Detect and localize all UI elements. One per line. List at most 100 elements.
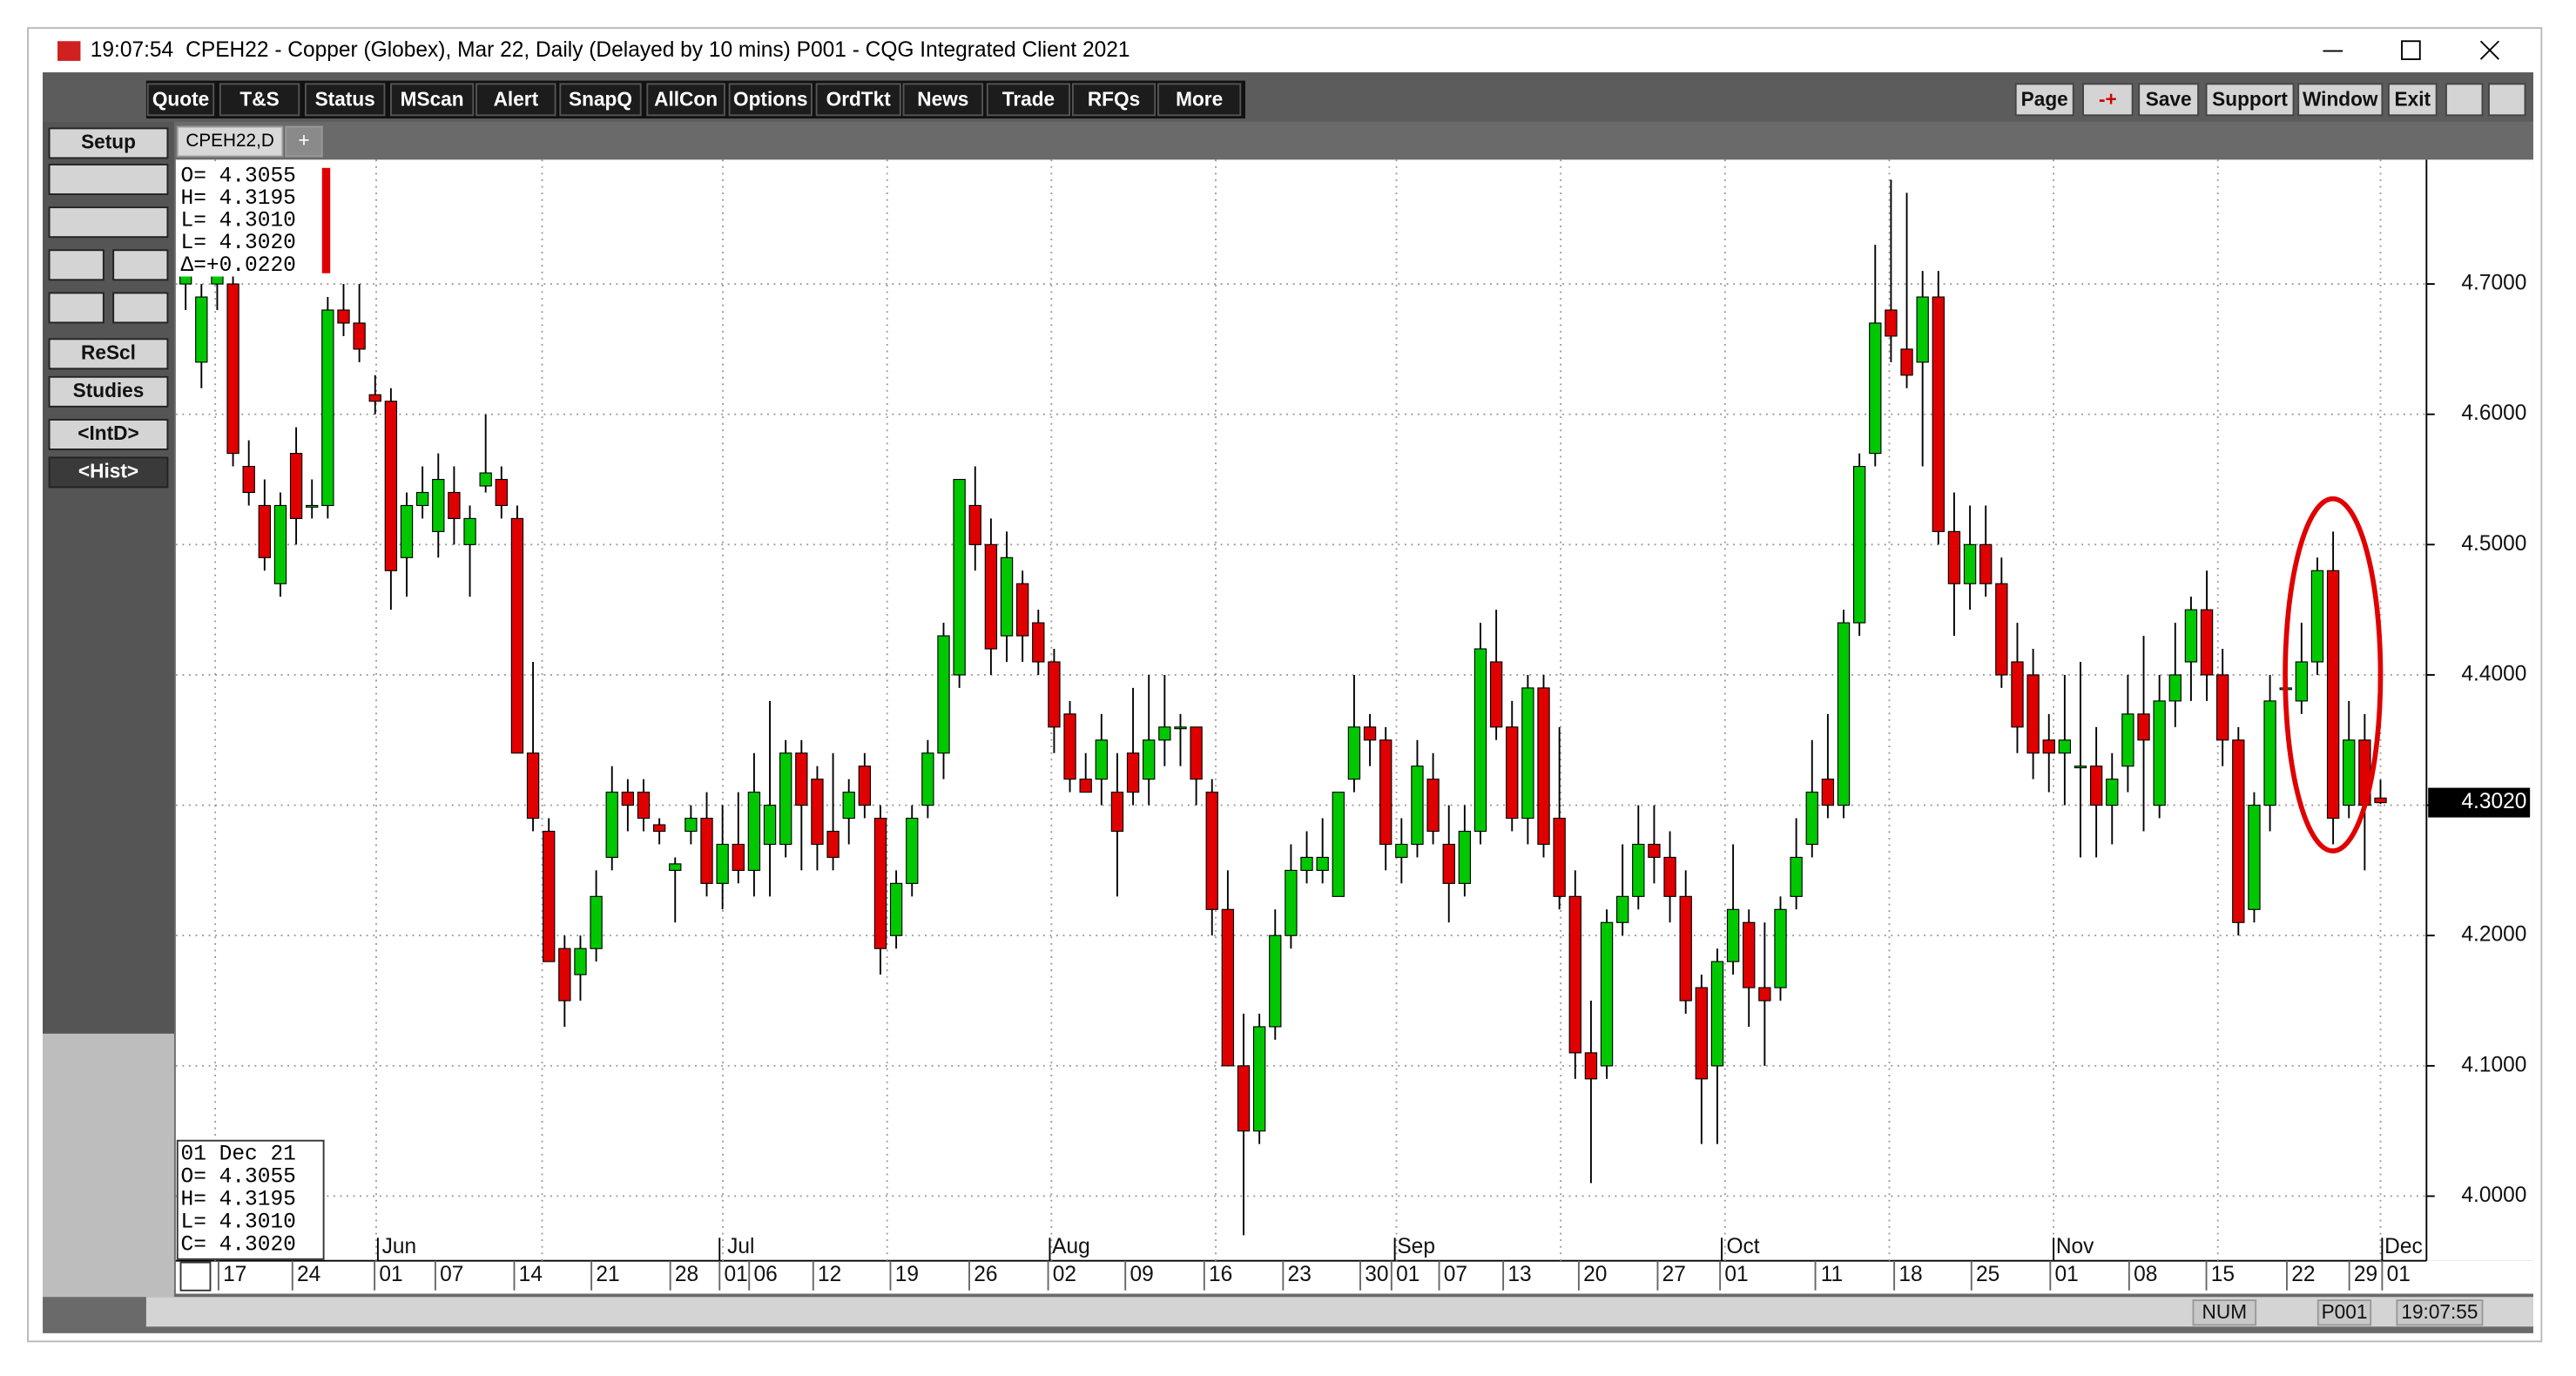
candle-body	[526, 752, 540, 820]
toolbar-button[interactable]	[1071, 83, 1157, 117]
candle-body	[543, 830, 556, 962]
side-button[interactable]	[48, 127, 169, 159]
x-tick-label: 14	[519, 1263, 543, 1286]
toolbar-button[interactable]	[475, 83, 556, 117]
info-bottom-text: H= 4.3195	[181, 1188, 296, 1211]
x-tick-label: 07	[440, 1263, 463, 1286]
candle-body	[368, 394, 381, 402]
tab-add[interactable]	[285, 125, 323, 158]
status-cell	[2192, 1299, 2257, 1326]
status-text: 19:07:55	[2401, 1300, 2478, 1323]
toolbar-button-label: MScan	[401, 87, 464, 110]
toolbar-button-label: SnapQ	[569, 87, 632, 110]
toolbar-button[interactable]	[1157, 83, 1242, 117]
candle-body	[779, 752, 792, 846]
info-top-text: L= 4.3010	[181, 210, 296, 233]
candle-body	[1695, 987, 1709, 1080]
candle-body	[1805, 792, 1818, 846]
candle-body	[1774, 908, 1787, 988]
toolbar-button[interactable]	[219, 83, 300, 117]
candle-body	[1600, 921, 1614, 1067]
toolbar-button[interactable]	[2387, 83, 2438, 117]
toolbar-button[interactable]	[728, 83, 813, 117]
toolbar-button[interactable]	[2014, 83, 2074, 117]
toolbar-button[interactable]	[559, 83, 642, 117]
side-button[interactable]	[48, 375, 169, 408]
candle-body	[826, 830, 840, 859]
toolbar-button[interactable]	[390, 83, 475, 117]
candle-body	[873, 817, 887, 949]
toolbar-button[interactable]	[2138, 83, 2200, 117]
toolbar-button-label: Alert	[494, 87, 539, 110]
maximize-button[interactable]	[2401, 40, 2421, 60]
toolbar-button[interactable]	[902, 83, 984, 117]
x-tick-label: 01	[1396, 1263, 1419, 1286]
candle-body	[479, 472, 492, 487]
candle-body	[1852, 465, 1866, 624]
toolbar-button-label: Options	[733, 87, 807, 110]
side-icon-button[interactable]	[48, 164, 169, 195]
x-tick-label: 23	[1288, 1263, 1312, 1286]
window-icon-button[interactable]	[2445, 83, 2484, 117]
x-tick-label: 12	[818, 1263, 841, 1286]
last-price-label: 4.3020	[2461, 790, 2526, 813]
date-axis	[175, 1260, 2533, 1294]
candle-body	[1379, 739, 1393, 846]
candle-body	[1790, 856, 1803, 897]
side-icon-button[interactable]	[112, 249, 169, 281]
candle-body	[574, 948, 587, 975]
x-tick-label: 01	[379, 1263, 402, 1286]
candle-body	[2216, 674, 2229, 741]
side-icon-button[interactable]	[48, 249, 105, 281]
tab[interactable]	[176, 125, 284, 158]
side-button[interactable]	[48, 338, 169, 370]
toolbar-button[interactable]	[646, 83, 725, 117]
toolbar-button[interactable]	[146, 83, 215, 117]
candle-body	[1963, 543, 1977, 584]
y-tick-label: 4.2000	[2461, 923, 2526, 947]
candle-body	[2232, 739, 2245, 923]
candle-body	[1710, 961, 1724, 1067]
side-button-label: Studies	[73, 379, 145, 401]
window-icon-button[interactable]	[2488, 83, 2526, 117]
side-button[interactable]	[48, 456, 169, 489]
toolbar-button[interactable]	[304, 83, 386, 117]
info-top-box	[177, 161, 333, 277]
candle-body	[1347, 726, 1361, 780]
x-tick-label: 28	[675, 1263, 698, 1286]
candle-body	[1821, 779, 1835, 806]
toolbar-button[interactable]	[2205, 83, 2295, 117]
candle-body	[1726, 908, 1740, 962]
x-tick-label: 22	[2291, 1263, 2315, 1286]
candle-body	[842, 792, 855, 820]
candle-body	[1015, 583, 1029, 637]
candle-body	[1095, 739, 1108, 780]
x-tick-label: 17	[223, 1263, 246, 1286]
side-icon-button[interactable]	[48, 292, 105, 324]
side-button[interactable]	[48, 418, 169, 450]
toolbar-button[interactable]	[2297, 83, 2384, 117]
candle-body	[669, 863, 682, 871]
plot-area	[175, 159, 2427, 1261]
candle-body	[1473, 648, 1487, 833]
side-icon-button[interactable]	[48, 206, 169, 239]
candle-body	[2343, 739, 2356, 806]
candle-body	[1285, 869, 1298, 936]
toolbar-button-label: Status	[315, 87, 375, 110]
toolbar-button[interactable]	[815, 83, 901, 117]
candle-body	[684, 817, 698, 833]
close-button[interactable]	[2479, 40, 2500, 60]
candle-body	[937, 635, 950, 754]
highlight-ellipse	[2283, 496, 2384, 853]
toolbar-button[interactable]	[986, 83, 1071, 117]
status-text: NUM	[2202, 1300, 2248, 1323]
candle-body	[921, 752, 934, 806]
toolbar-button[interactable]	[2082, 83, 2134, 117]
side-icon-button[interactable]	[112, 292, 169, 324]
candle-body	[906, 817, 919, 884]
scroll-box[interactable]	[179, 1261, 212, 1292]
candle-body	[1269, 934, 1282, 1028]
candle-body	[2153, 700, 2166, 806]
month-label: Jun	[382, 1235, 417, 1258]
candle-body	[1000, 556, 1014, 637]
